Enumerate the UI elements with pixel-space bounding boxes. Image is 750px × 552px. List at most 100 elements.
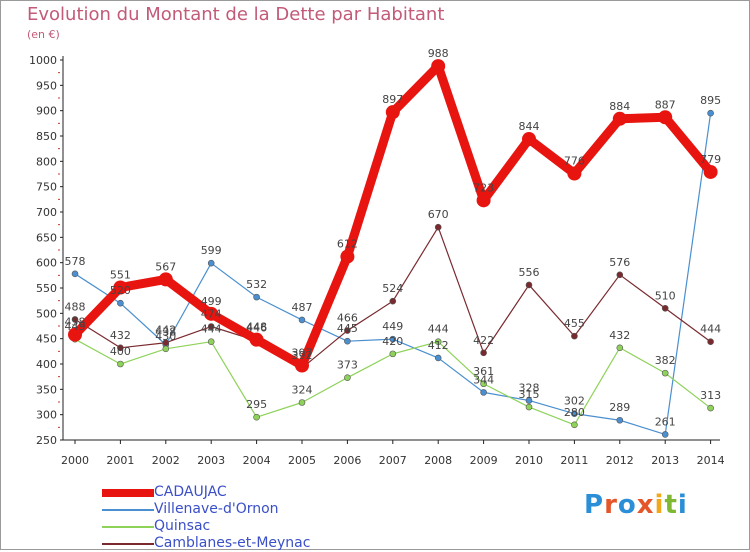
data-label-quinsac: 420 [382,335,403,348]
data-point-camblanes-et-meynac [661,304,669,312]
data-label-villenave-d-ornon: 599 [201,244,222,257]
data-point-villenave-d-ornon [344,337,351,345]
data-point-quinsac [117,360,124,368]
y-tick-label: 600 [36,257,57,270]
x-tick-label: 2008 [424,454,452,467]
data-point-villenave-d-ornon [207,259,215,267]
data-label-villenave-d-ornon: 532 [246,278,267,291]
data-label-camblanes-et-meynac: 556 [519,266,540,279]
data-point-cadaujac [612,111,627,126]
data-point-camblanes-et-meynac [162,339,170,347]
data-point-camblanes-et-meynac [389,297,397,305]
data-label-camblanes-et-meynac: 524 [382,282,403,295]
data-point-villenave-d-ornon [253,293,260,301]
series-line-villenave-d-ornon [74,112,712,436]
data-label-camblanes-et-meynac: 466 [337,312,358,325]
data-label-camblanes-et-meynac: 444 [700,323,721,336]
data-label-camblanes-et-meynac: 474 [201,308,222,321]
data-label-quinsac: 315 [519,388,540,401]
legend-label: CADAUJAC [154,484,227,500]
x-tick-label: 2007 [379,454,407,467]
data-point-camblanes-et-meynac [707,338,714,346]
data-point-quinsac [707,404,714,412]
data-label-cadaujac: 567 [155,260,176,273]
y-tick-label: 1000 [29,54,57,67]
logo-letter: x [636,490,655,520]
x-tick-label: 2000 [61,454,89,467]
y-tick-label: 800 [36,155,57,168]
data-label-villenave-d-ornon: 344 [473,373,494,386]
data-point-villenave-d-ornon [298,316,306,324]
data-point-camblanes-et-meynac [480,349,487,357]
axes: 250 300 350 400 450 500 550 600 650 700 750 800 850 9… [29,54,725,467]
logo-letter: P [584,490,605,520]
x-tick-label: 2013 [651,454,679,467]
legend-item: Villenave-d'Ornon [98,501,418,518]
data-label-camblanes-et-meynac: 576 [609,256,630,269]
data-point-quinsac [298,399,306,406]
data-label-cadaujac: 844 [519,120,540,133]
data-label-camblanes-et-meynac: 510 [655,289,676,302]
x-tick-label: 2002 [152,454,180,467]
data-label-cadaujac: 448 [246,321,267,334]
data-point-camblanes-et-meynac [571,332,578,340]
legend: CADAUJAC Villenave-d'Ornon Quinsac Camblane… [98,484,418,552]
data-point-cadaujac [158,272,173,287]
data-label-cadaujac: 884 [609,100,630,113]
data-label-camblanes-et-meynac: 392 [292,349,313,362]
data-label-quinsac: 449 [65,320,86,333]
data-point-cadaujac [204,306,219,321]
data-label-camblanes-et-meynac: 432 [110,329,131,342]
data-point-villenave-d-ornon [117,299,124,307]
data-point-quinsac [480,380,487,388]
data-label-quinsac: 313 [700,389,721,402]
data-label-cadaujac: 397 [292,347,313,360]
data-label-quinsac: 432 [609,329,630,342]
data-point-quinsac [207,338,215,346]
data-label-villenave-d-ornon: 261 [655,415,676,428]
data-label-camblanes-et-meynac: 422 [473,334,494,347]
data-label-cadaujac: 499 [201,295,222,308]
data-point-villenave-d-ornon [616,416,624,424]
data-label-camblanes-et-meynac: 488 [65,300,86,313]
data-label-camblanes-et-meynac: 670 [428,208,449,221]
data-label-camblanes-et-meynac: 442 [155,324,176,337]
data-label-cadaujac: 458 [65,316,86,329]
data-label-cadaujac: 612 [337,238,358,251]
data-label-quinsac: 373 [337,359,358,372]
data-point-cadaujac [295,358,309,373]
data-point-quinsac [616,344,624,352]
x-tick-label: 2005 [288,454,316,467]
y-tick-label: 850 [36,130,57,143]
data-label-villenave-d-ornon: 445 [337,322,358,335]
data-point-quinsac [253,413,260,421]
x-tick-label: 2014 [697,454,725,467]
data-label-cadaujac: 988 [428,47,449,60]
data-point-villenave-d-ornon [480,389,487,396]
data-point-cadaujac [340,249,355,264]
data-label-cadaujac: 779 [700,153,721,166]
data-point-quinsac [344,374,351,381]
data-point-cadaujac [703,164,718,179]
data-label-villenave-d-ornon: 302 [564,395,585,408]
data-label-villenave-d-ornon: 520 [110,284,131,297]
data-label-quinsac: 295 [246,398,267,411]
data-point-cadaujac [567,166,582,181]
data-point-camblanes-et-meynac [434,223,442,231]
data-label-layer: 458 551 567 499 448 397 612 897 988 723 844 776 884 8… [65,47,722,428]
data-point-villenave-d-ornon [661,431,669,438]
data-label-villenave-d-ornon: 438 [155,326,176,339]
legend-label: Villenave-d'Ornon [154,501,279,517]
y-tick-label: 500 [36,307,57,320]
x-tick-label: 2011 [560,454,588,467]
x-tick-label: 2003 [197,454,225,467]
data-point-camblanes-et-meynac [344,327,351,334]
data-label-quinsac: 324 [292,384,313,397]
data-point-villenave-d-ornon [571,410,578,417]
data-label-quinsac: 280 [564,406,585,419]
x-tick-label: 2010 [515,454,543,467]
data-label-cadaujac: 887 [655,98,676,111]
y-tick-label: 950 [36,79,57,92]
